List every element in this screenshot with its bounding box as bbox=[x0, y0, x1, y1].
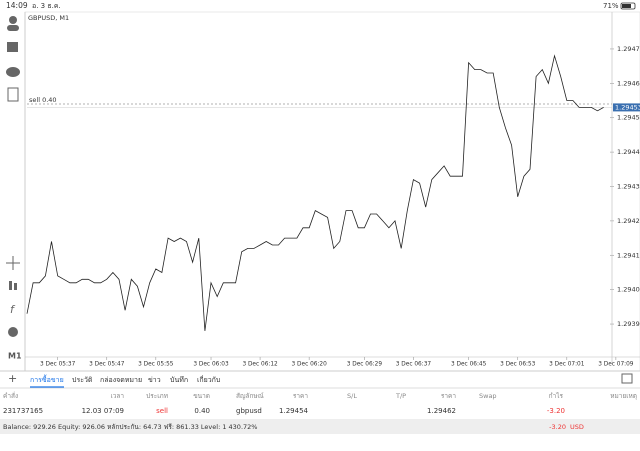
table-header: ประเภท bbox=[146, 392, 168, 400]
y-tick-label: 1.29400 bbox=[617, 286, 640, 294]
new-order-icon[interactable] bbox=[7, 87, 19, 102]
battery: 71% bbox=[603, 2, 619, 10]
table-header: T/P bbox=[395, 392, 406, 400]
y-tick-label: 1.29440 bbox=[617, 148, 640, 156]
account-icon-body[interactable] bbox=[7, 25, 19, 31]
expand-button[interactable] bbox=[621, 373, 633, 384]
table-header: สัญลักษณ์ bbox=[236, 392, 264, 400]
x-tick-label: 3 Dec 07:01 bbox=[549, 362, 585, 368]
y-tick-label: 1.29420 bbox=[617, 217, 640, 225]
tab[interactable]: การซื้อขาย bbox=[30, 373, 64, 384]
y-tick-label: 1.29410 bbox=[617, 251, 640, 259]
tab[interactable]: กล่องจดหมาย bbox=[100, 376, 142, 384]
table-header: เวลา bbox=[110, 392, 124, 400]
x-tick-label: 3 Dec 06:45 bbox=[451, 362, 487, 368]
price-tag bbox=[613, 103, 640, 112]
table-header: Swap bbox=[479, 392, 497, 400]
summary-bar bbox=[0, 419, 640, 434]
table-header: ราคา bbox=[293, 392, 308, 400]
x-tick-label: 3 Dec 06:53 bbox=[500, 362, 536, 368]
x-tick-label: 3 Dec 06:12 bbox=[242, 362, 278, 368]
x-tick-label: 3 Dec 06:29 bbox=[347, 362, 383, 368]
objects-icon[interactable] bbox=[8, 327, 18, 337]
table-cell[interactable]: 12.03 07:09 bbox=[82, 407, 124, 415]
table-header: ราคา bbox=[441, 392, 456, 400]
candles-icon[interactable] bbox=[9, 281, 12, 290]
table-header: ขนาด bbox=[193, 392, 210, 400]
trade-icon[interactable] bbox=[7, 42, 18, 52]
y-tick-label: 1.29430 bbox=[617, 183, 640, 191]
table-cell[interactable]: 1.29454 bbox=[279, 407, 308, 415]
table-header: S/L bbox=[347, 392, 357, 400]
battery-level bbox=[622, 4, 631, 8]
x-tick-label: 3 Dec 05:37 bbox=[40, 362, 76, 368]
tab[interactable]: บันทึก bbox=[170, 375, 188, 384]
battery-icon bbox=[620, 2, 636, 10]
price-line-series bbox=[26, 54, 604, 331]
y-tick-label: 1.29390 bbox=[617, 320, 640, 328]
summary-currency: USD bbox=[570, 423, 584, 431]
x-tick-label: 3 Dec 05:47 bbox=[89, 362, 125, 368]
x-tick-label: 3 Dec 06:03 bbox=[193, 362, 229, 368]
indicators-icon[interactable]: f bbox=[10, 303, 16, 316]
table-cell[interactable]: 0.40 bbox=[194, 407, 210, 415]
table-cell[interactable]: 231737165 bbox=[3, 407, 43, 415]
account-icon[interactable] bbox=[9, 16, 17, 24]
add-button[interactable]: + bbox=[8, 372, 17, 385]
table-cell[interactable]: 1.29462 bbox=[427, 407, 456, 415]
y-tick-label: 1.29470 bbox=[617, 45, 640, 53]
summary-profit: -3.20 bbox=[549, 423, 566, 431]
timeframe-button[interactable]: M1 bbox=[8, 352, 22, 361]
price-tag-label: 1.29453 bbox=[615, 103, 640, 111]
tab[interactable]: เกี่ยวกับ bbox=[197, 375, 220, 384]
table-header: หมายเหตุ bbox=[610, 392, 637, 400]
clock: 14:09 bbox=[6, 1, 28, 10]
y-tick-label: 1.29460 bbox=[617, 79, 640, 87]
table-header: คำสั่ง bbox=[3, 391, 18, 400]
table-header: กำไร bbox=[549, 392, 564, 400]
position-label: sell 0.40 bbox=[29, 96, 57, 104]
date: อ. 3 ธ.ค. bbox=[32, 2, 61, 10]
table-cell[interactable]: gbpusd bbox=[236, 407, 262, 415]
x-tick-label: 3 Dec 06:37 bbox=[396, 362, 432, 368]
summary-text: Balance: 929.26 Equity: 926.06 หลักประกั… bbox=[3, 423, 257, 431]
table-cell[interactable]: -3.20 bbox=[547, 407, 565, 415]
y-tick-label: 1.29450 bbox=[617, 114, 640, 122]
table-cell[interactable]: sell bbox=[156, 407, 168, 415]
x-tick-label: 3 Dec 05:55 bbox=[138, 362, 174, 368]
x-tick-label: 3 Dec 07:09 bbox=[598, 362, 634, 368]
toolbar: f bbox=[6, 16, 20, 337]
tab[interactable]: ประวัติ bbox=[72, 376, 93, 384]
chart-title: GBPUSD, M1 bbox=[28, 14, 69, 22]
candles-icon-2[interactable] bbox=[14, 283, 17, 290]
x-tick-label: 3 Dec 06:20 bbox=[292, 362, 328, 368]
chat-icon[interactable] bbox=[6, 67, 20, 77]
tab[interactable]: ข่าว bbox=[148, 376, 161, 384]
